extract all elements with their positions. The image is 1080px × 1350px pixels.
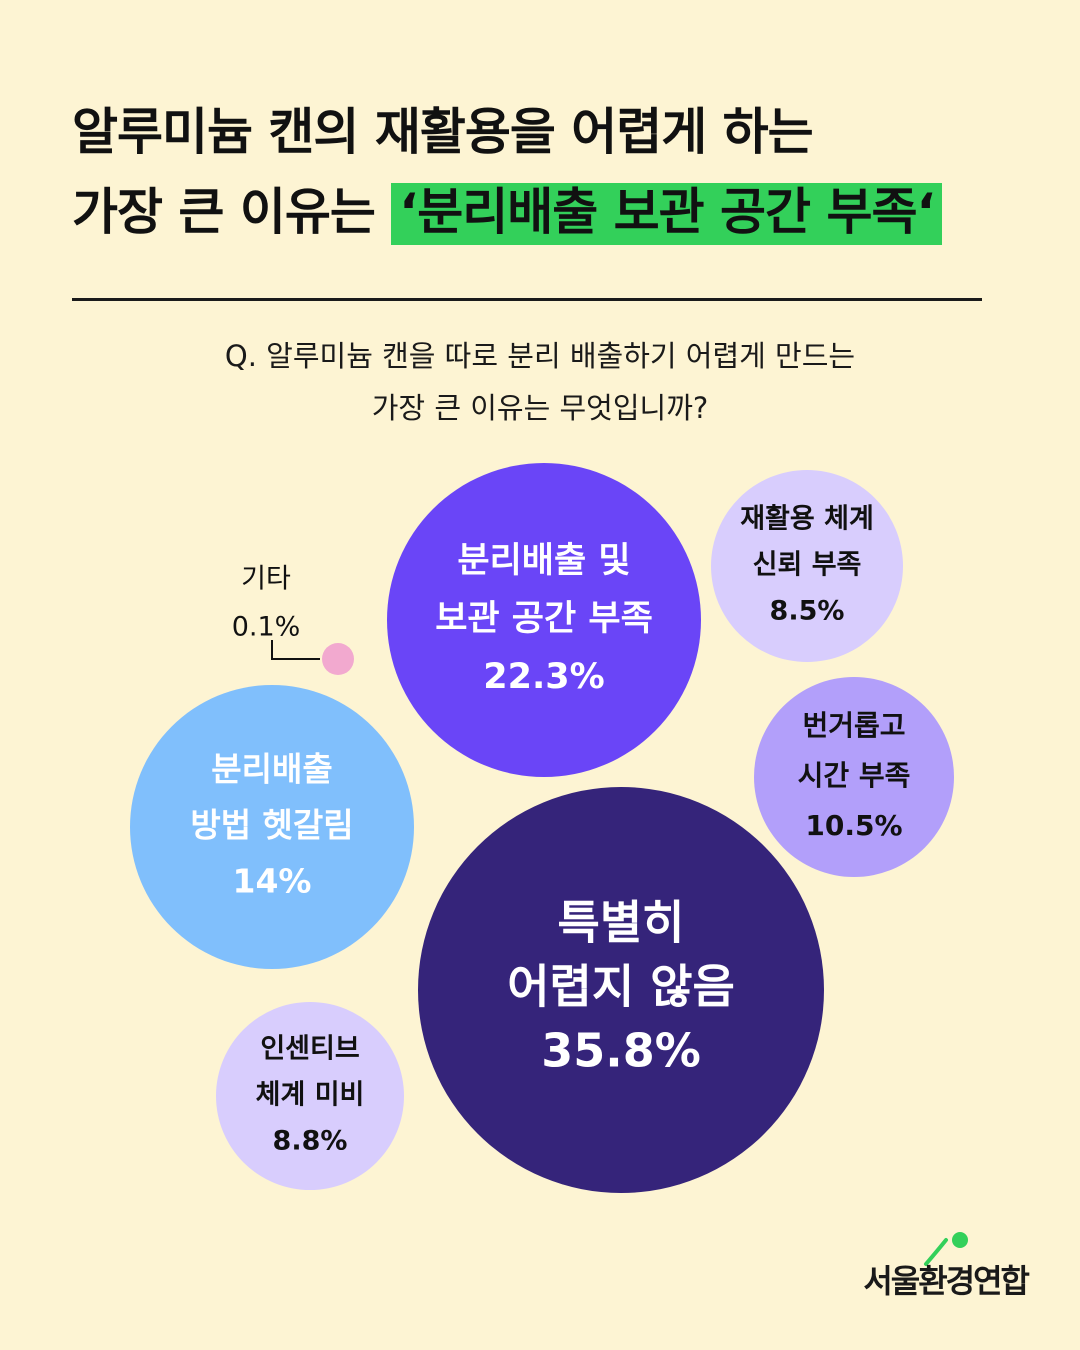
bubble-1: 분리배출 및보관 공간 부족 22.3%	[387, 463, 701, 777]
question-line-2: 가장 큰 이유는 무엇입니까?	[371, 391, 709, 425]
bubble-circle-5	[711, 470, 903, 662]
bubble-category-label: 인센티브	[260, 1034, 359, 1065]
headline-prefix: 가장 큰 이유는	[72, 183, 392, 241]
leader-line	[271, 640, 320, 660]
leaf-icon	[924, 1232, 968, 1266]
bubble-circle-1	[387, 463, 701, 777]
bubble-value-label: 14%	[233, 862, 312, 901]
bubble-category-label: 재활용 체계	[740, 504, 874, 535]
bubble-category-label: 방법 헷갈림	[190, 806, 353, 845]
bubble-category-label: 분리배출 및	[457, 541, 630, 581]
bubble-category-label: 어렵지 않음	[507, 960, 735, 1014]
survey-question: Q. 알루미늄 캔을 따로 분리 배출하기 어렵게 만드는 가장 큰 이유는 무…	[90, 330, 990, 434]
bubble-category-label: 보관 공간 부족	[435, 599, 653, 639]
question-line-1: Q. 알루미늄 캔을 따로 분리 배출하기 어렵게 만드는	[224, 339, 856, 373]
bubble-category-label: 신뢰 부족	[753, 550, 862, 581]
bubble-category-label: 시간 부족	[798, 759, 911, 792]
bubble-category-label: 체계 미비	[256, 1080, 365, 1111]
bubble-circle-6	[322, 643, 354, 675]
bubble-value-label: 0.1%	[232, 612, 301, 643]
headline: 알루미늄 캔의 재활용을 어렵게 하는 가장 큰 이유는 ‘분리배출 보관 공간…	[72, 92, 1012, 252]
headline-line-1: 알루미늄 캔의 재활용을 어렵게 하는	[72, 103, 814, 161]
bubble-circle-3	[754, 677, 954, 877]
bubble-value-label: 22.3%	[483, 657, 604, 697]
headline-highlight: ‘분리배출 보관 공간 부족‘	[391, 183, 943, 245]
bubble-value-label: 8.8%	[273, 1126, 348, 1157]
bubble-circle-4	[216, 1002, 404, 1190]
headline-line-2: 가장 큰 이유는 ‘분리배출 보관 공간 부족‘	[72, 172, 1012, 252]
bubble-circle-0	[418, 787, 824, 1193]
bubble-6: 기타 0.1%	[232, 564, 354, 675]
divider	[72, 298, 982, 301]
bubble-value-label: 10.5%	[805, 809, 902, 842]
bubble-category-label: 기타	[241, 564, 291, 595]
bubble-value-label: 8.5%	[770, 596, 845, 627]
bubble-circle-2	[130, 685, 414, 969]
bubble-category-label: 특별히	[558, 896, 685, 950]
logo: 서울환경연합	[863, 1228, 1030, 1308]
bubble-value-label: 35.8%	[541, 1024, 701, 1078]
logo-text: 서울환경연합	[863, 1262, 1030, 1300]
bubble-category-label: 분리배출	[211, 750, 332, 789]
bubble-category-label: 번거롭고	[802, 709, 905, 742]
